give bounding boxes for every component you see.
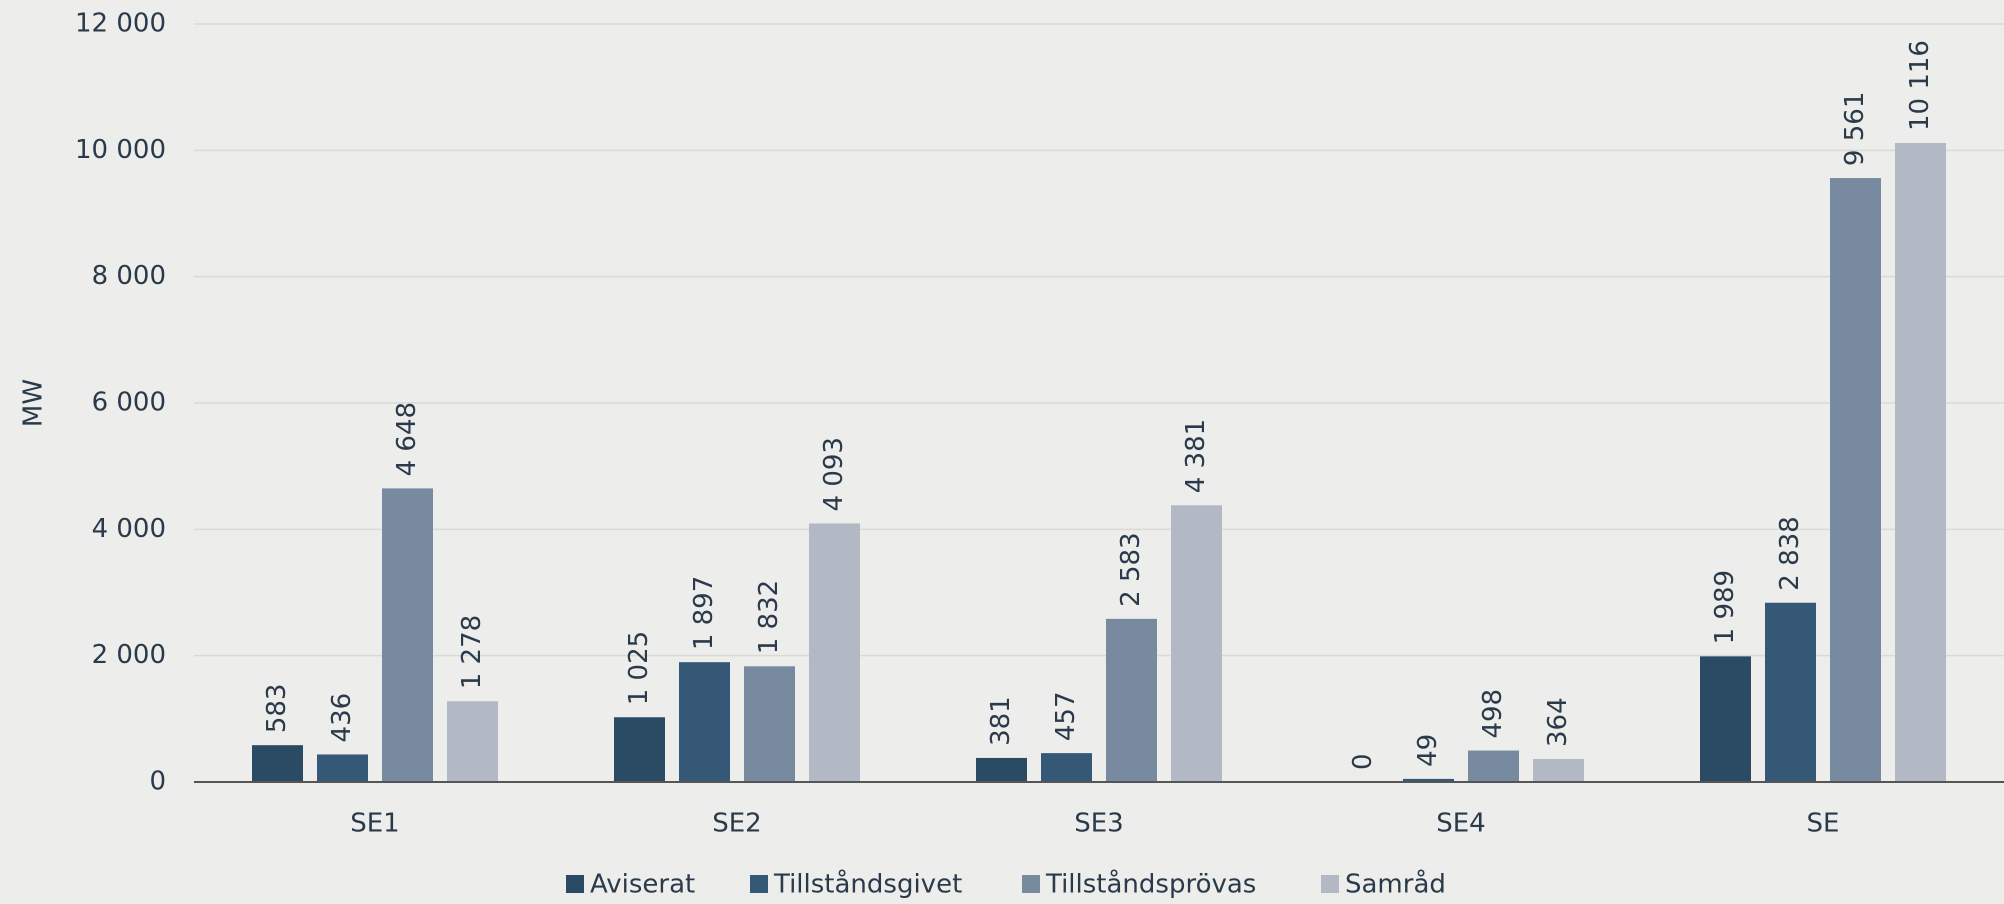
bar [1700,656,1751,782]
legend-label: Tillståndsprövas [1045,869,1256,900]
value-label: 1 989 [1710,570,1740,644]
value-label: 436 [327,693,357,743]
value-label: 1 278 [457,615,487,689]
legend-label: Tillståndsgivet [773,869,962,900]
value-label: 364 [1543,697,1573,747]
bar [976,757,1027,782]
value-label: 583 [262,684,292,734]
legend-swatch [1321,875,1339,893]
bar [317,754,368,782]
bar [744,666,795,782]
value-label: 1 025 [624,631,654,705]
value-label: 4 093 [819,437,849,511]
x-tick-label: SE4 [1436,809,1485,839]
bar [447,701,498,782]
y-tick-label: 12 000 [75,9,166,39]
value-label: 2 583 [1116,532,1146,606]
value-label: 1 832 [754,580,784,654]
x-tick-label: SE2 [712,809,761,839]
bar [1830,178,1881,783]
y-tick-label: 6 000 [92,388,166,418]
bar [252,745,303,782]
bar [1106,618,1157,782]
value-label: 381 [986,696,1016,746]
legend-label: Aviserat [590,870,695,900]
legend-label: Samråd [1345,869,1446,900]
bar [1041,753,1092,782]
y-tick-label: 4 000 [92,514,166,544]
bar [1895,143,1946,783]
value-label: 4 648 [392,402,422,476]
bar [382,488,433,782]
value-label: 1 897 [689,576,719,650]
bar [1533,759,1584,782]
x-tick-label: SE3 [1074,809,1123,839]
bar [809,523,860,782]
value-label: 4 381 [1181,419,1211,493]
x-tick-label: SE1 [350,809,399,839]
legend-swatch [750,875,768,893]
bar [1765,602,1816,782]
y-tick-label: 8 000 [92,261,166,291]
legend-swatch [566,875,584,893]
bar [1468,750,1519,782]
y-axis-label: MW [19,379,49,427]
value-label: 9 561 [1840,92,1870,166]
bar [1171,505,1222,782]
value-label: 10 116 [1905,40,1935,131]
value-label: 49 [1413,734,1443,767]
value-label: 0 [1348,753,1378,770]
y-tick-label: 0 [149,767,166,797]
x-tick-label: SE [1807,809,1840,839]
y-tick-label: 2 000 [92,640,166,670]
value-label: 457 [1051,691,1081,741]
legend-swatch [1022,875,1040,893]
bar [679,662,730,782]
value-label: 498 [1478,689,1508,739]
bar [1403,778,1454,782]
value-label: 2 838 [1775,516,1805,590]
bar [614,717,665,782]
y-tick-label: 10 000 [75,135,166,165]
